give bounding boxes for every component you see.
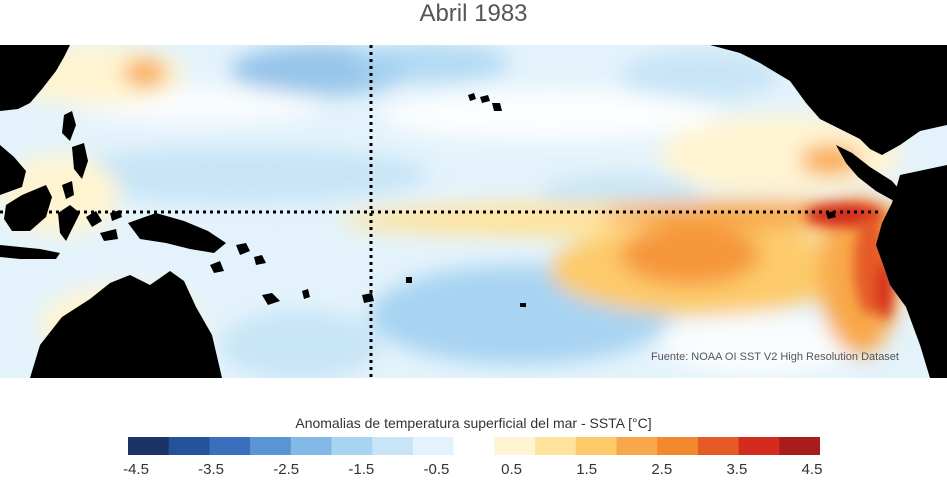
colorbar-swatch — [372, 437, 414, 455]
colorbar-title: Anomalias de temperatura superficial del… — [295, 415, 652, 431]
colorbar-tick-label: -3.5 — [198, 461, 225, 478]
colorbar-swatch — [209, 437, 251, 455]
colorbar-tick-label: 4.5 — [801, 461, 823, 478]
colorbar-swatch — [738, 437, 780, 455]
colorbar-tick-label: -2.5 — [273, 461, 300, 478]
sst-anomaly-map — [0, 45, 947, 378]
colorbar-tick-label: 0.5 — [501, 461, 522, 478]
colorbar-swatch — [250, 437, 292, 455]
colorbar-swatch — [697, 437, 740, 455]
colorbar-swatch — [494, 437, 536, 455]
colorbar-swatch — [575, 437, 617, 455]
colorbar-ticks: -4.5 -3.5 -2.5 -1.5 -0.5 0.5 1.5 2.5 3.5 4.5 — [0, 461, 947, 479]
map-title: Abril 1983 — [419, 0, 528, 27]
colorbar-swatch — [657, 437, 699, 455]
colorbar-swatch — [128, 437, 170, 455]
colorbar-tick-label: 1.5 — [576, 461, 598, 478]
colorbar-tick-label: 2.5 — [651, 461, 673, 478]
colorbar-tick-label: -1.5 — [348, 461, 375, 478]
colorbar-swatch — [331, 437, 373, 455]
colorbar-tick-label: -0.5 — [423, 461, 450, 478]
land — [0, 45, 947, 378]
colorbar-swatch — [535, 437, 577, 455]
colorbar-tick-label: 3.5 — [726, 461, 748, 478]
colorbar — [128, 437, 820, 455]
colorbar-swatch — [168, 437, 210, 455]
colorbar-swatch — [779, 437, 820, 455]
source-note: Fuente: NOAA OI SST V2 High Resolution D… — [650, 351, 899, 363]
colorbar-swatch — [453, 437, 495, 455]
colorbar-swatch — [616, 437, 658, 455]
colorbar-swatch — [290, 437, 333, 455]
colorbar-swatch — [412, 437, 455, 455]
colorbar-tick-label: -4.5 — [123, 461, 149, 478]
